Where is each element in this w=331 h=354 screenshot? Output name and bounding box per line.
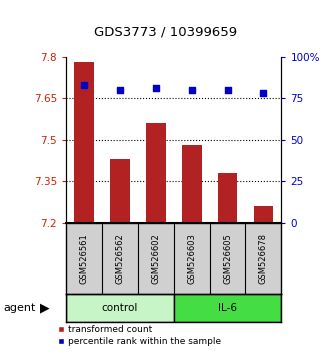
Text: GSM526561: GSM526561 (80, 233, 89, 284)
Bar (218, 173, 237, 223)
Point (153, 85, 159, 91)
Bar (254, 206, 273, 223)
Bar (110, 159, 130, 223)
Legend: transformed count, percentile rank within the sample: transformed count, percentile rank withi… (54, 321, 224, 349)
Bar (74, 62, 94, 223)
Bar (174, 294, 281, 322)
Point (117, 87, 122, 93)
Text: GDS3773 / 10399659: GDS3773 / 10399659 (94, 26, 237, 39)
Text: GSM526603: GSM526603 (187, 233, 196, 284)
Text: GSM526602: GSM526602 (151, 233, 160, 284)
Text: IL-6: IL-6 (218, 303, 237, 313)
Text: GSM526562: GSM526562 (116, 233, 124, 284)
Point (189, 87, 194, 93)
Text: GSM526605: GSM526605 (223, 233, 232, 284)
Bar (66, 294, 174, 322)
Point (81, 82, 87, 88)
Text: agent: agent (3, 303, 36, 313)
Text: ▶: ▶ (40, 302, 50, 314)
Text: GSM526678: GSM526678 (259, 233, 268, 284)
Point (225, 87, 230, 93)
Bar (182, 145, 202, 223)
Point (261, 90, 266, 96)
Bar (146, 123, 166, 223)
Text: control: control (102, 303, 138, 313)
